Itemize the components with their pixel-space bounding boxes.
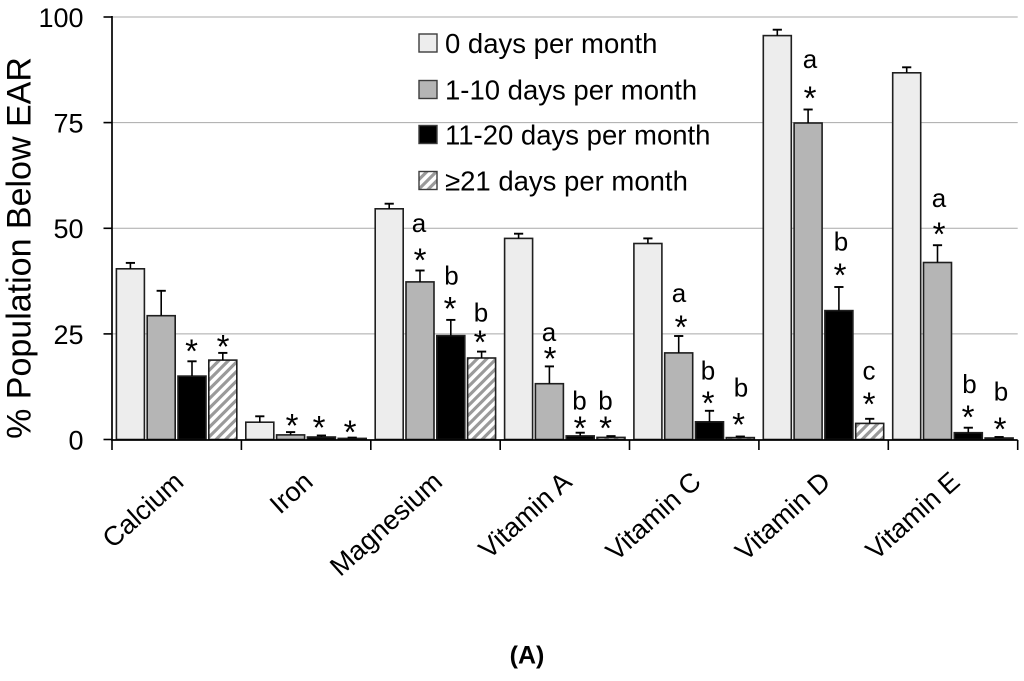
svg-text:25: 25: [53, 320, 83, 350]
svg-text:100: 100: [38, 3, 83, 33]
svg-text:a: a: [803, 44, 818, 74]
svg-text:1-10 days per month: 1-10 days per month: [445, 75, 697, 106]
svg-text:*: *: [933, 216, 946, 253]
svg-text:a: a: [672, 278, 687, 308]
svg-text:*: *: [217, 328, 230, 365]
svg-text:*: *: [804, 80, 817, 117]
svg-text:*: *: [474, 324, 487, 361]
svg-text:*: *: [414, 242, 427, 279]
svg-text:*: *: [863, 386, 876, 423]
svg-text:b: b: [444, 260, 458, 290]
svg-text:*: *: [344, 414, 357, 451]
svg-text:*: *: [313, 409, 326, 446]
svg-text:a: a: [542, 317, 557, 347]
svg-text:*: *: [544, 340, 557, 377]
svg-text:*: *: [834, 257, 847, 294]
svg-text:*: *: [444, 290, 457, 327]
svg-text:(A): (A): [510, 642, 545, 670]
svg-text:c: c: [863, 355, 876, 385]
svg-text:a: a: [932, 183, 947, 213]
svg-text:*: *: [286, 407, 299, 444]
svg-text:b: b: [701, 355, 715, 385]
svg-text:*: *: [574, 410, 587, 447]
svg-text:b: b: [834, 226, 848, 256]
svg-text:≥21 days per month: ≥21 days per month: [445, 166, 688, 197]
svg-text:*: *: [732, 406, 745, 443]
svg-text:*: *: [599, 410, 612, 447]
svg-text:b: b: [474, 297, 488, 327]
svg-text:0: 0: [68, 425, 83, 455]
svg-text:% Population Below EAR: % Population Below EAR: [1, 57, 39, 439]
svg-text:11-20 days per month: 11-20 days per month: [445, 120, 710, 151]
svg-text:b: b: [734, 372, 748, 402]
svg-text:b: b: [598, 385, 612, 415]
svg-text:b: b: [572, 385, 586, 415]
svg-text:*: *: [702, 385, 715, 422]
svg-text:*: *: [994, 411, 1007, 448]
svg-text:*: *: [675, 309, 688, 346]
svg-text:a: a: [412, 208, 427, 238]
svg-text:b: b: [994, 376, 1008, 406]
svg-text:50: 50: [53, 214, 83, 244]
svg-text:*: *: [185, 333, 198, 370]
svg-text:*: *: [962, 399, 975, 436]
svg-text:b: b: [962, 369, 976, 399]
svg-text:0 days per month: 0 days per month: [445, 28, 657, 59]
svg-text:75: 75: [53, 109, 83, 139]
